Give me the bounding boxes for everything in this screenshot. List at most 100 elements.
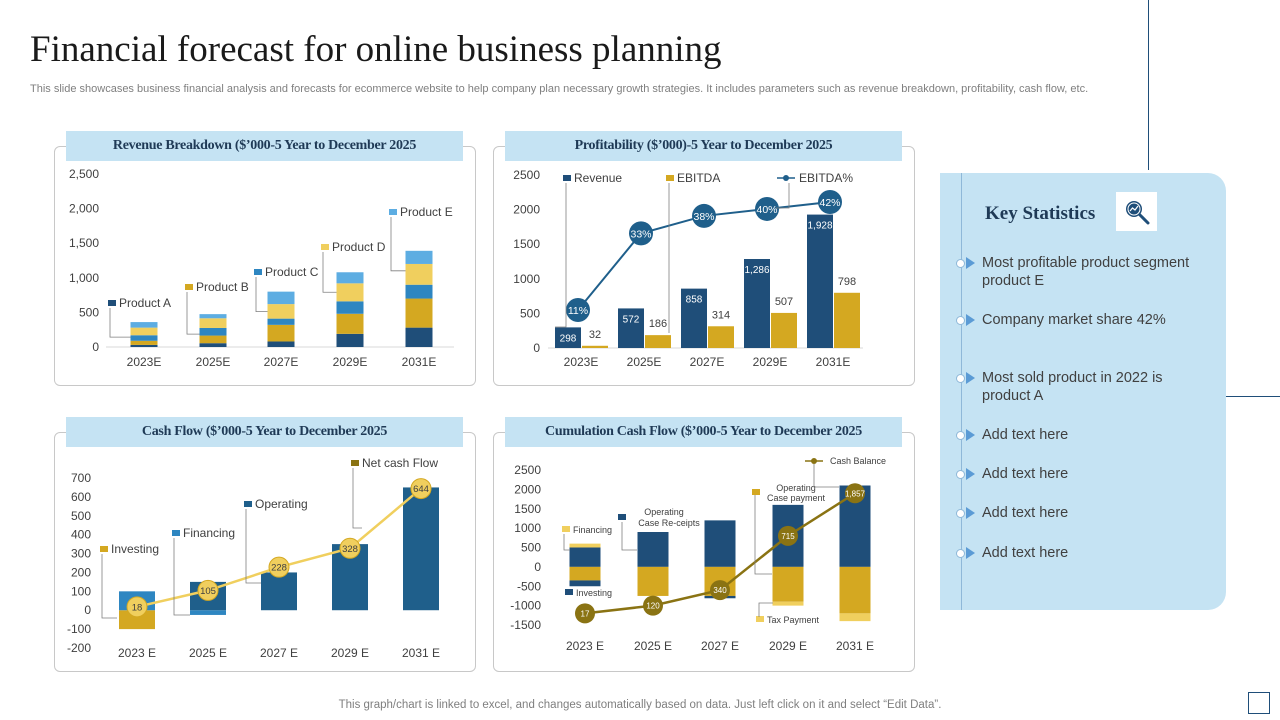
bar-segment	[772, 601, 804, 606]
ebitda-data-label: 507	[775, 296, 793, 308]
x-tick-label: 2029 E	[769, 639, 807, 653]
y-tick-label: 500	[521, 541, 541, 555]
y-tick-label: 700	[71, 471, 91, 485]
legend-label: Operating	[255, 497, 308, 511]
x-tick-label: 2029 E	[331, 646, 369, 660]
y-tick-label: 2500	[514, 463, 541, 477]
key-stat-item: Add text here	[982, 545, 1069, 561]
legend-label: Revenue	[574, 171, 622, 185]
x-tick-label: 2027E	[264, 355, 299, 369]
legend-label: Tax Payment	[767, 615, 820, 625]
bar-segment	[405, 263, 433, 285]
cash-balance-marker	[710, 580, 730, 601]
legend-swatch	[172, 530, 180, 536]
ebitda-percent-marker	[692, 203, 716, 228]
timeline-dot	[956, 509, 965, 518]
x-tick-label: 2025 E	[189, 646, 227, 660]
timeline-dot	[956, 431, 965, 440]
arrow-right-icon	[966, 257, 975, 269]
x-tick-label: 2023E	[564, 355, 599, 369]
x-tick-label: 2031E	[402, 355, 437, 369]
magnifier-chart-icon	[1116, 192, 1157, 231]
y-tick-label: -100	[67, 622, 91, 636]
bar-segment	[199, 335, 227, 344]
legend-label: EBITDA%	[799, 171, 853, 185]
y-tick-label: 0	[84, 603, 91, 617]
ebitda-percent-marker	[818, 190, 842, 214]
bar-segment	[130, 340, 158, 345]
bar-segment	[267, 341, 295, 347]
bar-segment	[336, 301, 364, 314]
revenue-data-label: 298	[560, 333, 577, 344]
cash-balance-marker	[643, 595, 663, 616]
x-tick-label: 2023 E	[566, 639, 604, 653]
y-tick-label: 500	[79, 305, 99, 319]
bar-segment	[637, 566, 669, 596]
bar-segment	[267, 324, 295, 342]
y-tick-label: 1,000	[69, 271, 99, 285]
leader-line	[776, 183, 790, 209]
leader-line	[101, 554, 117, 619]
ebitda-data-label: 314	[712, 309, 730, 321]
leader-line	[563, 534, 570, 551]
leader-line	[352, 468, 362, 529]
bar-segment	[199, 343, 227, 347]
decorative-line	[1226, 396, 1280, 397]
ebitda-bar	[834, 292, 860, 348]
bar-segment	[405, 284, 433, 299]
bar-segment	[130, 322, 158, 328]
leader-line	[173, 538, 190, 616]
y-tick-label: -200	[67, 641, 91, 655]
leader-line	[255, 277, 268, 313]
leader-line	[754, 495, 772, 575]
y-tick-label: 2,000	[69, 202, 99, 216]
cashflow-chart[interactable]: -200 -100 0 100 200 300 400 500 600 700 2023 E 2025…	[54, 432, 474, 670]
decorative-line	[1148, 0, 1149, 170]
leader-line	[555, 183, 567, 328]
arrow-right-icon	[966, 468, 975, 480]
x-tick-label: 2025E	[196, 355, 231, 369]
x-tick-label: 2027 E	[260, 646, 298, 660]
cumulation-chart-title: Cumulation Cash Flow ($’000-5 Year to De…	[505, 417, 902, 447]
cashflow-chart-title: Cash Flow ($’000-5 Year to December 2025	[66, 417, 463, 447]
revenue-bar	[618, 308, 644, 348]
bar-segment	[190, 610, 226, 615]
key-stat-item: Company market share 42%	[982, 312, 1166, 328]
legend-label: Investing	[576, 588, 612, 598]
ebitda-bar	[708, 326, 734, 348]
revenue-data-label: 858	[686, 295, 703, 306]
x-tick-label: 2031 E	[836, 639, 874, 653]
bar-segment	[839, 613, 871, 622]
ebitda-bar	[645, 335, 671, 348]
leader-line	[390, 217, 406, 272]
bar-segment	[130, 344, 158, 347]
key-stat-item: Most profitable product segment product …	[982, 255, 1190, 289]
bar-segment	[839, 566, 871, 614]
page-subtitle: This slide showcases business financial …	[30, 83, 1089, 95]
y-tick-label: 600	[71, 490, 91, 504]
legend-swatch	[254, 269, 262, 275]
cumulation-chart[interactable]: -1500 -1000 -500 0 500 1000 1500 2000 2500 2023 E…	[493, 432, 913, 670]
legend-swatch	[351, 460, 359, 466]
revenue-bar	[744, 259, 770, 348]
ebitda-bar	[582, 345, 608, 348]
revenue-chart[interactable]: 0 500 1,000 1,500 2,000 2,500 2023E 2025E 2027E 2…	[54, 146, 474, 384]
key-statistics-panel: Key Statistics Most profitable product s…	[940, 173, 1226, 610]
arrow-right-icon	[966, 429, 975, 441]
profitability-chart[interactable]: 0 500 1000 1500 2000 2500 2023E 2025E 2027E 2029E…	[493, 146, 913, 384]
bar-segment	[704, 520, 736, 567]
y-tick-label: -500	[517, 579, 541, 593]
legend-label: Product A	[119, 296, 171, 310]
cash-balance-label: 1,857	[845, 489, 866, 498]
bar-segment	[261, 572, 297, 611]
bar-segment	[130, 335, 158, 341]
bar-segment	[119, 610, 155, 630]
decorative-corner-box	[1248, 692, 1270, 714]
ebitda-percent-label: 33%	[630, 228, 651, 240]
bar-segment	[336, 313, 364, 334]
net-cash-flow-marker	[197, 579, 219, 601]
cash-balance-label: 17	[581, 609, 590, 618]
legend-swatch	[562, 526, 570, 532]
legend-swatch	[565, 589, 573, 595]
ebitda-data-label: 186	[649, 318, 667, 330]
